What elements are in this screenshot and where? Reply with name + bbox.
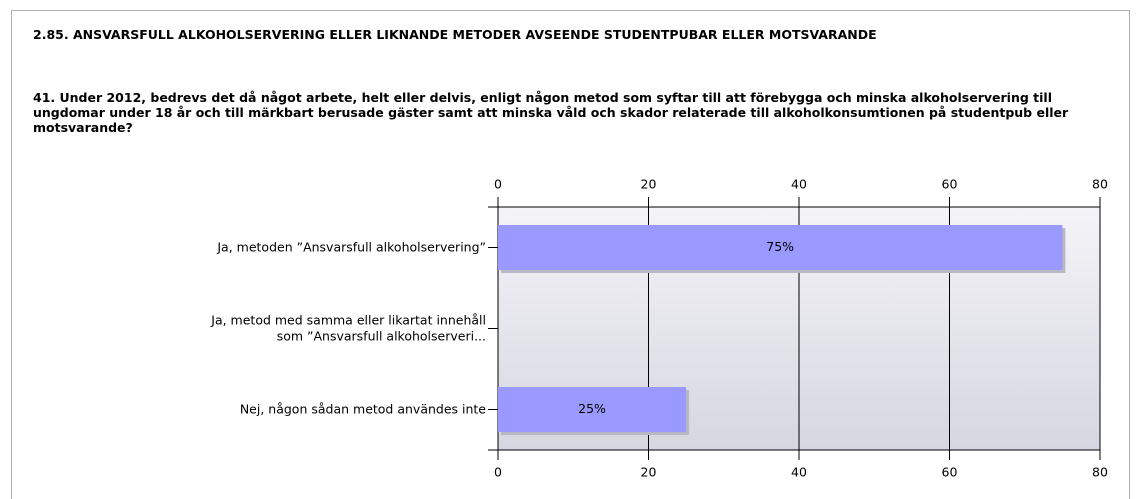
section-title: 2.85. ANSVARSFULL ALKOHOLSERVERING ELLER… bbox=[33, 27, 877, 42]
x-tick-label: 20 bbox=[641, 465, 657, 480]
chart-title: 41. Under 2012, bedrevs det då något arb… bbox=[33, 90, 1069, 135]
x-tick-label: 80 bbox=[1092, 465, 1108, 480]
x-tick-label: 60 bbox=[942, 465, 958, 480]
x-tick-label: 80 bbox=[1092, 177, 1108, 192]
x-tick-label: 20 bbox=[641, 177, 657, 192]
bar bbox=[498, 225, 1063, 270]
bar bbox=[498, 387, 687, 432]
x-tick-label: 60 bbox=[942, 177, 958, 192]
frame bbox=[11, 10, 1130, 499]
x-tick-label: 40 bbox=[791, 177, 807, 192]
value-label: 25% bbox=[578, 401, 606, 416]
x-tick-label: 0 bbox=[494, 177, 502, 192]
value-label: 75% bbox=[766, 239, 794, 254]
y-tick-label: Ja, metoden ”Ansvarsfull alkoholserverin… bbox=[216, 239, 486, 254]
y-tick-label: Ja, metod med samma eller likartat inneh… bbox=[210, 312, 486, 343]
x-tick-label: 40 bbox=[791, 465, 807, 480]
y-tick-label: Nej, någon sådan metod användes inte bbox=[240, 401, 486, 416]
x-tick-label: 0 bbox=[494, 465, 502, 480]
